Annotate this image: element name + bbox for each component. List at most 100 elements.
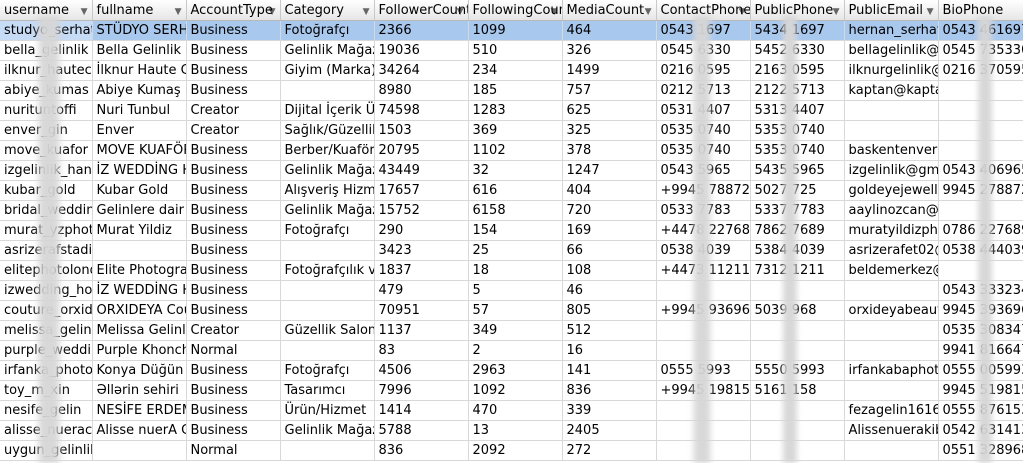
table-cell[interactable]: İZ WEDDİNG H (92, 160, 187, 181)
table-cell[interactable]: Creator (186, 320, 281, 341)
table-cell[interactable]: Alışveriş Hizme (280, 180, 375, 201)
table-cell[interactable]: Alisse nuerA C (92, 420, 187, 441)
table-cell[interactable]: 616 (468, 180, 563, 201)
table-row[interactable]: irfanka_photoKonya Düğün FBusinessFotoğr… (0, 360, 1023, 381)
table-cell[interactable]: 70951 (374, 300, 469, 321)
sort-dropdown-icon[interactable]: ▼ (80, 6, 88, 17)
table-cell[interactable]: 2366 (374, 20, 469, 41)
table-cell[interactable] (844, 280, 939, 301)
table-cell[interactable]: hernan_serhat (844, 20, 939, 41)
table-cell[interactable]: baskentenver0 (844, 140, 939, 161)
table-cell[interactable]: Business (186, 60, 281, 81)
table-cell[interactable] (280, 240, 375, 261)
table-cell[interactable]: Business (186, 400, 281, 421)
table-cell[interactable]: irfankabaphoto (844, 360, 939, 381)
table-cell[interactable]: 4506 (374, 360, 469, 381)
sort-dropdown-icon[interactable]: ▼ (738, 6, 746, 17)
table-row[interactable]: bella_gelinlikBella GelinlikBusinessGeli… (0, 40, 1023, 61)
table-cell[interactable]: asrizerafet02@ (844, 240, 939, 261)
table-cell[interactable] (280, 440, 375, 461)
column-header[interactable]: ▼ fullname (92, 0, 187, 21)
table-cell[interactable] (844, 320, 939, 341)
table-cell[interactable]: Nuri Tunbul (92, 100, 187, 121)
table-cell[interactable]: 16 (562, 340, 657, 361)
table-cell[interactable] (844, 380, 939, 401)
table-row[interactable]: uygun_gelinlikNormal83620922720551 32896… (0, 440, 1023, 461)
table-cell[interactable]: 18 (468, 260, 563, 281)
table-cell[interactable]: 17657 (374, 180, 469, 201)
table-cell[interactable]: 20795 (374, 140, 469, 161)
table-cell[interactable]: Business (186, 200, 281, 221)
table-cell[interactable]: 1102 (468, 140, 563, 161)
table-cell[interactable]: Business (186, 20, 281, 41)
table-cell[interactable]: Fotoğrafçı (280, 220, 375, 241)
table-cell[interactable]: Fotoğrafçı (280, 360, 375, 381)
table-cell[interactable]: 5 (468, 280, 563, 301)
table-cell[interactable]: Normal (186, 340, 281, 361)
table-row[interactable]: couture_orxideyaORXIDEYA CouBusiness7095… (0, 300, 1023, 321)
table-cell[interactable]: 1837 (374, 260, 469, 281)
table-cell[interactable]: Business (186, 240, 281, 261)
table-cell[interactable]: Gelinlik Mağaza (280, 200, 375, 221)
table-cell[interactable]: 13 (468, 420, 563, 441)
table-cell[interactable]: muratyildizpho (844, 220, 939, 241)
table-row[interactable]: nesife_gelinNESİFE ERDEMBusinessÜrün/Hiz… (0, 400, 1023, 421)
table-cell[interactable]: 349 (468, 320, 563, 341)
table-cell[interactable]: Ürün/Hizmet (280, 400, 375, 421)
table-cell[interactable]: Abiye Kumaş (92, 80, 187, 101)
table-cell[interactable]: 404 (562, 180, 657, 201)
table-cell[interactable]: 836 (374, 440, 469, 461)
table-cell[interactable]: Creator (186, 120, 281, 141)
table-cell[interactable] (844, 440, 939, 461)
table-cell[interactable]: 1247 (562, 160, 657, 181)
table-cell[interactable]: 1099 (468, 20, 563, 41)
table-cell[interactable]: Business (186, 80, 281, 101)
table-cell[interactable]: Murat Yildiz (92, 220, 187, 241)
sort-dropdown-icon[interactable]: ▼ (174, 6, 182, 17)
table-cell[interactable]: Business (186, 40, 281, 61)
table-cell[interactable]: izgelinlik@gm (844, 160, 939, 181)
sort-dropdown-icon[interactable]: ▼ (362, 6, 370, 17)
table-cell[interactable]: 1499 (562, 60, 657, 81)
column-header[interactable]: ▼FollowingCount (468, 0, 563, 21)
table-cell[interactable]: 185 (468, 80, 563, 101)
table-cell[interactable]: beldemerkez@ (844, 260, 939, 281)
table-cell[interactable]: Business (186, 300, 281, 321)
sort-dropdown-icon[interactable]: ▼ (456, 6, 464, 17)
table-cell[interactable]: 836 (562, 380, 657, 401)
table-row[interactable]: murat_yzphotoMurat YildizBusinessFotoğra… (0, 220, 1023, 241)
table-cell[interactable]: Gelinlik Mağaza (280, 420, 375, 441)
column-header[interactable]: ▼BioPhone (938, 0, 1023, 21)
column-header[interactable]: ▼ username (0, 0, 93, 21)
table-cell[interactable] (844, 120, 939, 141)
table-cell[interactable]: Konya Düğün F (92, 360, 187, 381)
table-cell[interactable]: 805 (562, 300, 657, 321)
column-header[interactable]: ▼ FollowerCount (374, 0, 469, 21)
table-cell[interactable]: 479 (374, 280, 469, 301)
table-cell[interactable]: 290 (374, 220, 469, 241)
table-cell[interactable]: 464 (562, 20, 657, 41)
sort-dropdown-icon[interactable]: ▼ (926, 6, 934, 17)
table-cell[interactable]: Alissenuerakib (844, 420, 939, 441)
column-header[interactable]: ▼ Category (280, 0, 375, 21)
table-cell[interactable]: Business (186, 140, 281, 161)
table-cell[interactable]: 15752 (374, 200, 469, 221)
table-row[interactable]: studyo_serhatSTÜDYO SERHATBusinessFotoğr… (0, 20, 1023, 41)
table-cell[interactable]: Creator (186, 100, 281, 121)
table-cell[interactable]: 7996 (374, 380, 469, 401)
column-header[interactable]: ▼ PublicEmail (844, 0, 939, 21)
table-cell[interactable]: 108 (562, 260, 657, 281)
table-cell[interactable]: Berber/Kuaför (280, 140, 375, 161)
table-cell[interactable]: Business (186, 380, 281, 401)
table-cell[interactable]: 46 (562, 280, 657, 301)
table-cell[interactable]: Bella Gelinlik (92, 40, 187, 61)
table-cell[interactable]: İlknur Haute Co (92, 60, 187, 81)
table-cell[interactable]: Sağlık/Güzellik (280, 120, 375, 141)
table-cell[interactable]: 19036 (374, 40, 469, 61)
table-cell[interactable]: 326 (562, 40, 657, 61)
table-cell[interactable]: orxideyabeaut (844, 300, 939, 321)
table-cell[interactable]: 720 (562, 200, 657, 221)
table-cell[interactable]: fezagelin1616@ (844, 400, 939, 421)
table-cell[interactable]: 141 (562, 360, 657, 381)
